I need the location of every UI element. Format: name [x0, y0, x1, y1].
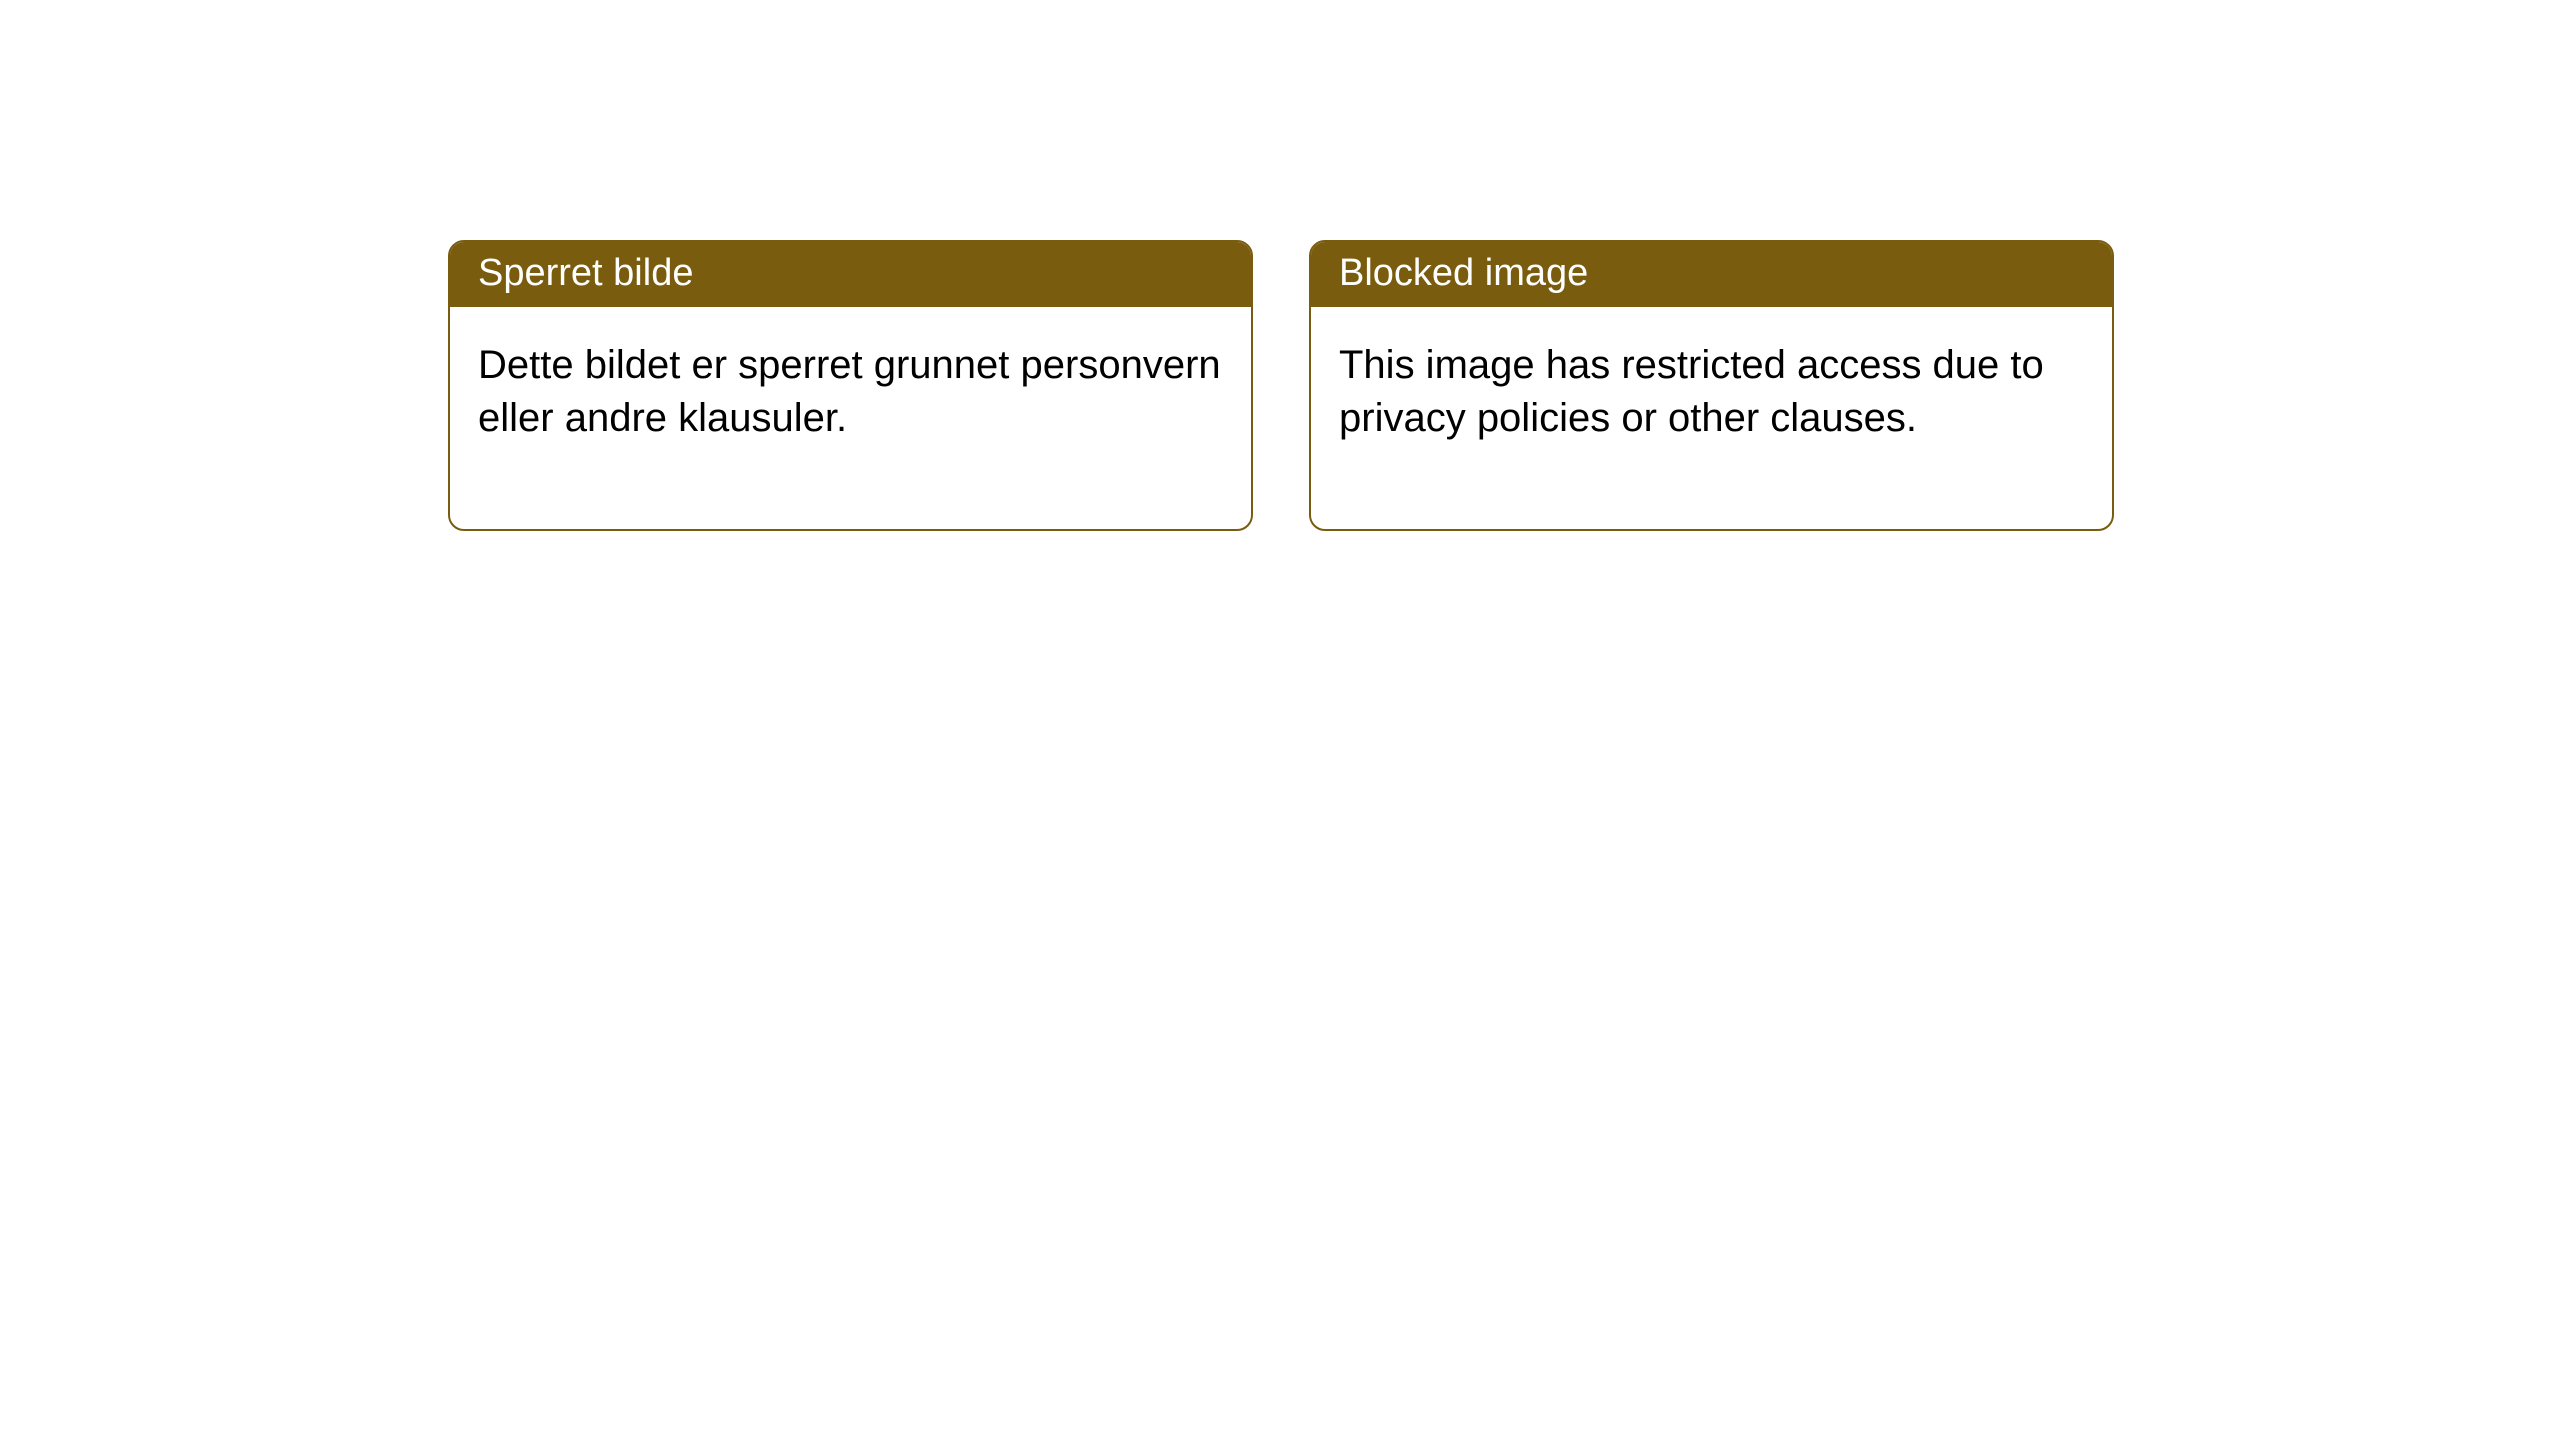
notice-header-no: Sperret bilde: [450, 242, 1251, 307]
notice-container: Sperret bilde Dette bildet er sperret gr…: [0, 0, 2560, 531]
notice-body-no: Dette bildet er sperret grunnet personve…: [450, 307, 1251, 529]
notice-body-en: This image has restricted access due to …: [1311, 307, 2112, 529]
notice-header-en: Blocked image: [1311, 242, 2112, 307]
notice-card-en: Blocked image This image has restricted …: [1309, 240, 2114, 531]
notice-card-no: Sperret bilde Dette bildet er sperret gr…: [448, 240, 1253, 531]
